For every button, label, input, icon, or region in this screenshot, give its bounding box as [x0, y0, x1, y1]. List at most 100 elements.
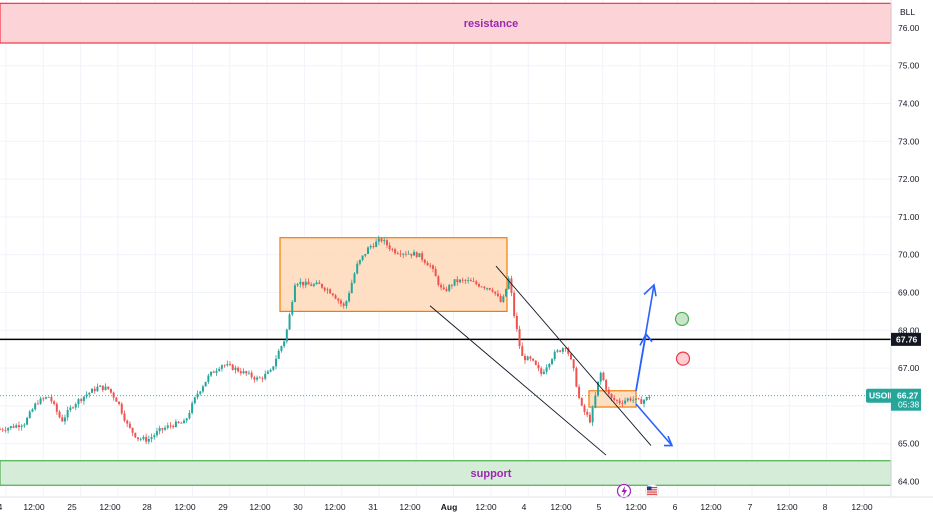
time-tick-label: 28	[142, 502, 152, 512]
candle-body	[212, 371, 215, 373]
candle-body	[377, 238, 380, 242]
time-tick-label: 7	[748, 502, 753, 512]
candle-body	[615, 399, 618, 401]
consolidation-box	[279, 237, 508, 313]
price-unit-label: BLL	[900, 7, 915, 17]
candle-body	[567, 348, 570, 354]
candle-body	[223, 365, 226, 367]
candle-body	[559, 350, 562, 352]
candle-body	[459, 279, 462, 283]
candle-body	[434, 268, 437, 277]
candle-body	[523, 355, 526, 361]
time-tick-label: 12:00	[174, 502, 196, 512]
candle-body	[242, 371, 245, 374]
time-tick-label: 5	[597, 502, 602, 512]
flag-stripe	[647, 487, 657, 488]
candle-body	[410, 253, 413, 256]
candle-body	[518, 329, 521, 347]
candle-body	[515, 315, 518, 330]
candle-body	[145, 436, 148, 442]
candle-body	[256, 377, 259, 380]
price-tick-label: 68.00	[898, 325, 920, 335]
candle-body	[28, 411, 31, 418]
symbol-badge-text: USOIL	[869, 391, 895, 401]
resistance-zone	[0, 2, 892, 44]
candle-body	[415, 252, 418, 258]
candle-body	[199, 391, 202, 394]
candle-body	[147, 438, 150, 442]
candle-body	[61, 417, 64, 422]
candle-body	[496, 293, 499, 296]
candle-body	[264, 373, 267, 379]
candle-body	[569, 353, 572, 360]
candle-body	[193, 397, 196, 404]
candle-body	[461, 279, 464, 281]
candle-body	[624, 400, 627, 404]
candle-body	[513, 292, 516, 316]
candle-body	[310, 284, 313, 286]
time-axis[interactable]: 4 12:00 25 12:00 28 12:00 29 12:00 30 12:00 31 12:0…	[0, 496, 933, 512]
candle-body	[120, 403, 123, 414]
candle-body	[261, 377, 264, 379]
us-flag-icon[interactable]	[645, 484, 659, 498]
candle-body	[183, 420, 186, 424]
price-axis[interactable]: BLL64.0065.0066.0067.0068.0069.0070.0071…	[866, 0, 921, 497]
candle-body	[599, 372, 602, 382]
price-tick-label: 76.00	[898, 23, 920, 33]
candle-body	[34, 403, 37, 410]
candle-body	[329, 289, 332, 294]
candle-body	[575, 368, 578, 387]
candle-body	[109, 388, 112, 393]
candle-body	[356, 263, 359, 274]
candle-body	[580, 397, 583, 406]
candle-body	[74, 404, 77, 408]
price-tick-label: 75.00	[898, 61, 920, 71]
candle-body	[634, 398, 637, 400]
candle-body	[640, 399, 643, 404]
candle-body	[104, 386, 107, 391]
price-tick-label: 72.00	[898, 174, 920, 184]
candle-body	[353, 273, 356, 283]
time-tick-label: 29	[218, 502, 228, 512]
candle-body	[207, 375, 210, 382]
candle-body	[445, 289, 448, 291]
drawings	[429, 265, 691, 499]
candle-body	[155, 431, 158, 436]
candle-body	[572, 359, 575, 369]
candle-body	[534, 360, 537, 365]
candle-body	[42, 398, 45, 400]
time-tick-label: 12:00	[324, 502, 346, 512]
candle-body	[139, 438, 142, 440]
level-line	[0, 338, 891, 397]
candle-body	[169, 425, 172, 427]
candle-body	[185, 418, 188, 421]
candle-body	[172, 425, 175, 428]
resistance-label: resistance	[464, 18, 518, 30]
candle-body	[407, 253, 410, 255]
candle-body	[288, 314, 291, 330]
candle-body	[472, 281, 475, 283]
price-tick-label: 70.00	[898, 250, 920, 260]
candle-body	[526, 356, 529, 361]
candle-body	[36, 403, 39, 405]
candle-body	[126, 420, 129, 424]
candle-body	[142, 436, 145, 439]
candle-body	[467, 280, 470, 281]
candle-body	[164, 427, 167, 430]
candle-body	[440, 284, 443, 288]
candle-body	[50, 396, 53, 402]
support-zone	[0, 460, 892, 486]
candle-body	[548, 363, 551, 368]
candle-body	[161, 428, 164, 430]
lightning-event-icon[interactable]	[616, 483, 632, 499]
time-tick-label: 12:00	[851, 502, 873, 512]
candle-body	[237, 367, 240, 372]
time-tick-label: 12:00	[625, 502, 647, 512]
candle-body	[334, 295, 337, 299]
candle-body	[312, 284, 315, 286]
projection-arrow-up-long-head	[643, 283, 657, 297]
candle-body	[96, 386, 99, 392]
price-tick-label: 65.00	[898, 439, 920, 449]
candle-body	[618, 400, 621, 404]
